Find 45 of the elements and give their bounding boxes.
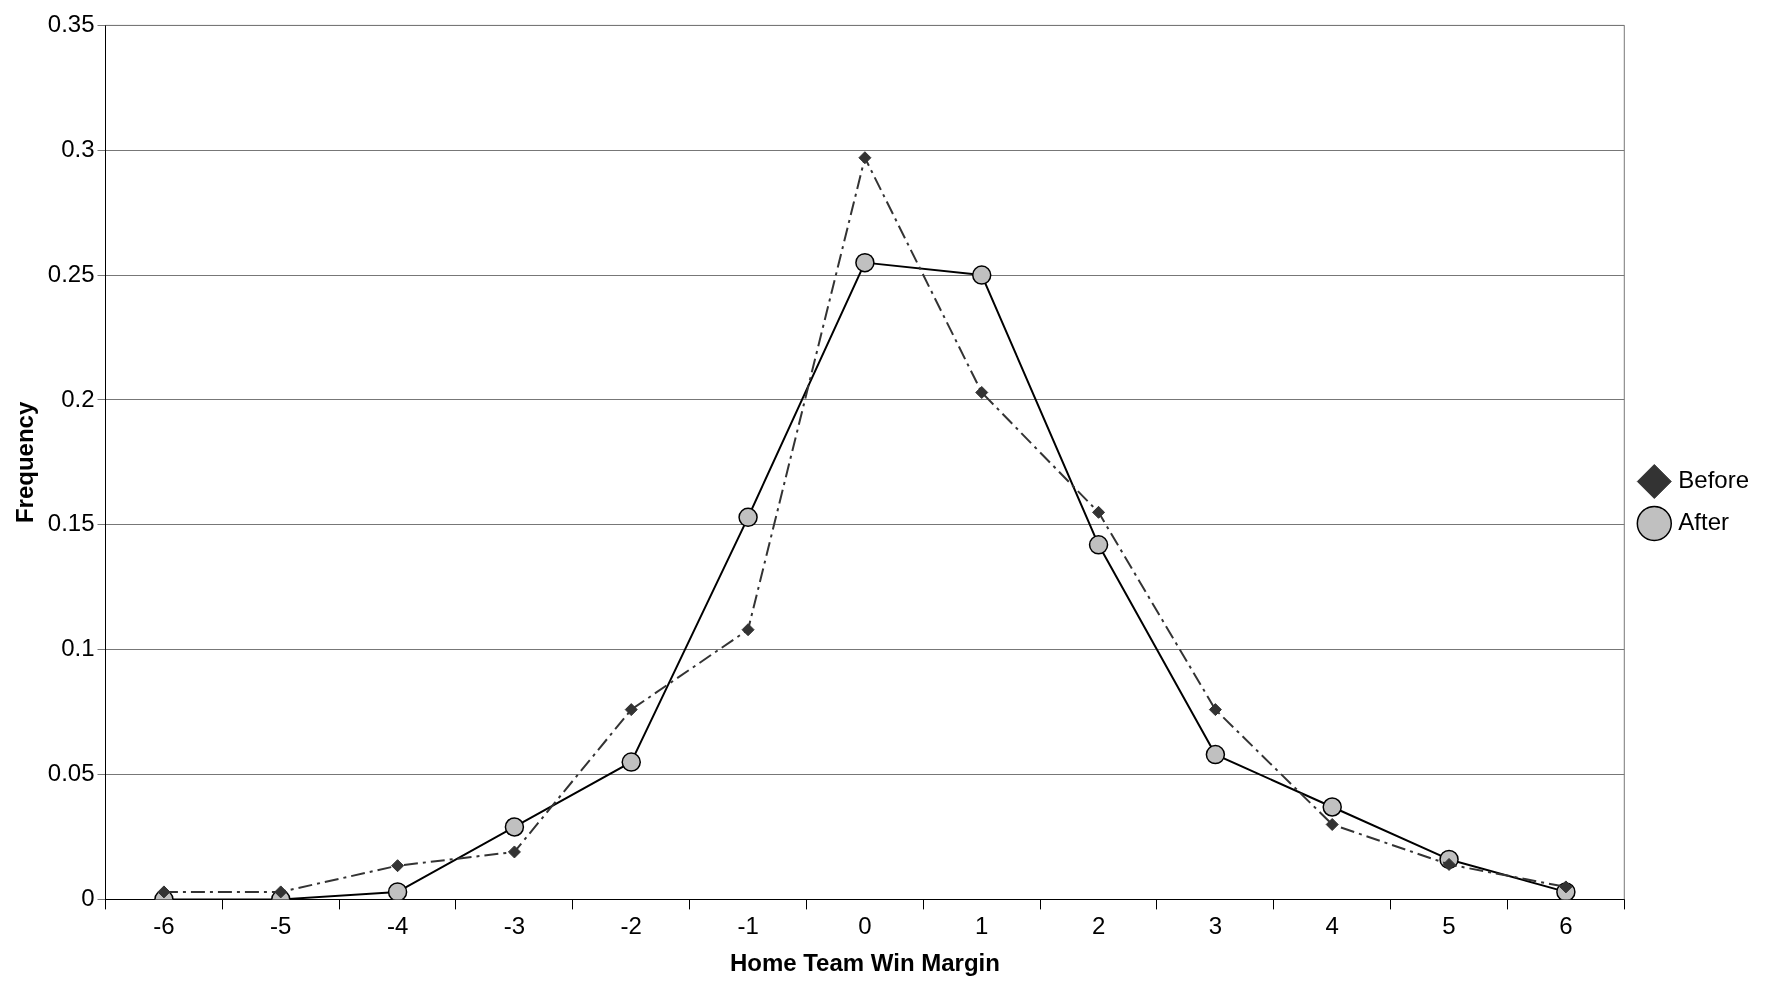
y-tick-label: 0.3: [61, 134, 95, 162]
point: [738, 507, 758, 528]
legend-label: After: [1678, 508, 1729, 536]
point: [741, 623, 755, 637]
point: [274, 885, 288, 899]
y-tick-label: 0.15: [47, 509, 95, 537]
point: [971, 265, 992, 285]
point: [975, 385, 989, 399]
point: [391, 859, 405, 873]
x-tick-label: -5: [270, 912, 292, 940]
y-tick-label: 0.35: [47, 10, 95, 38]
legend-label: Before: [1678, 466, 1750, 494]
x-tick-label: 5: [1442, 912, 1456, 940]
x-axis-title: Home Team Win Margin: [729, 949, 1000, 977]
x-tick-label: -4: [386, 912, 409, 940]
x-tick-label: -3: [503, 912, 526, 940]
point: [621, 752, 641, 772]
y-tick-label: 0: [81, 884, 95, 912]
x-tick-label: 0: [858, 912, 872, 940]
point: [387, 882, 408, 900]
y-tick-label: 0.2: [61, 384, 95, 412]
point: [507, 845, 521, 859]
y-tick-label: 0.25: [47, 259, 95, 287]
point: [858, 151, 872, 165]
point: [1208, 703, 1222, 717]
point: [1092, 505, 1106, 519]
x-tick-label: -6: [153, 912, 175, 940]
x-tick-label: -1: [737, 912, 759, 940]
point: [1322, 797, 1342, 817]
x-tick-label: 3: [1208, 912, 1223, 940]
x-tick-label: 4: [1325, 912, 1339, 940]
point: [1088, 535, 1109, 555]
point: [1325, 817, 1339, 831]
x-tick-label: 6: [1559, 912, 1573, 940]
y-axis-title: Frequency: [11, 401, 39, 524]
point: [855, 252, 875, 273]
y-tick-label: 0.05: [47, 759, 95, 787]
point: [504, 817, 525, 837]
point: [624, 703, 638, 717]
x-tick-label: -2: [620, 912, 642, 940]
y-tick-label: 0.1: [61, 634, 95, 662]
x-tick-label: 1: [975, 912, 989, 940]
point: [157, 885, 171, 899]
x-tick-label: 2: [1091, 912, 1106, 940]
point: [1205, 744, 1226, 765]
